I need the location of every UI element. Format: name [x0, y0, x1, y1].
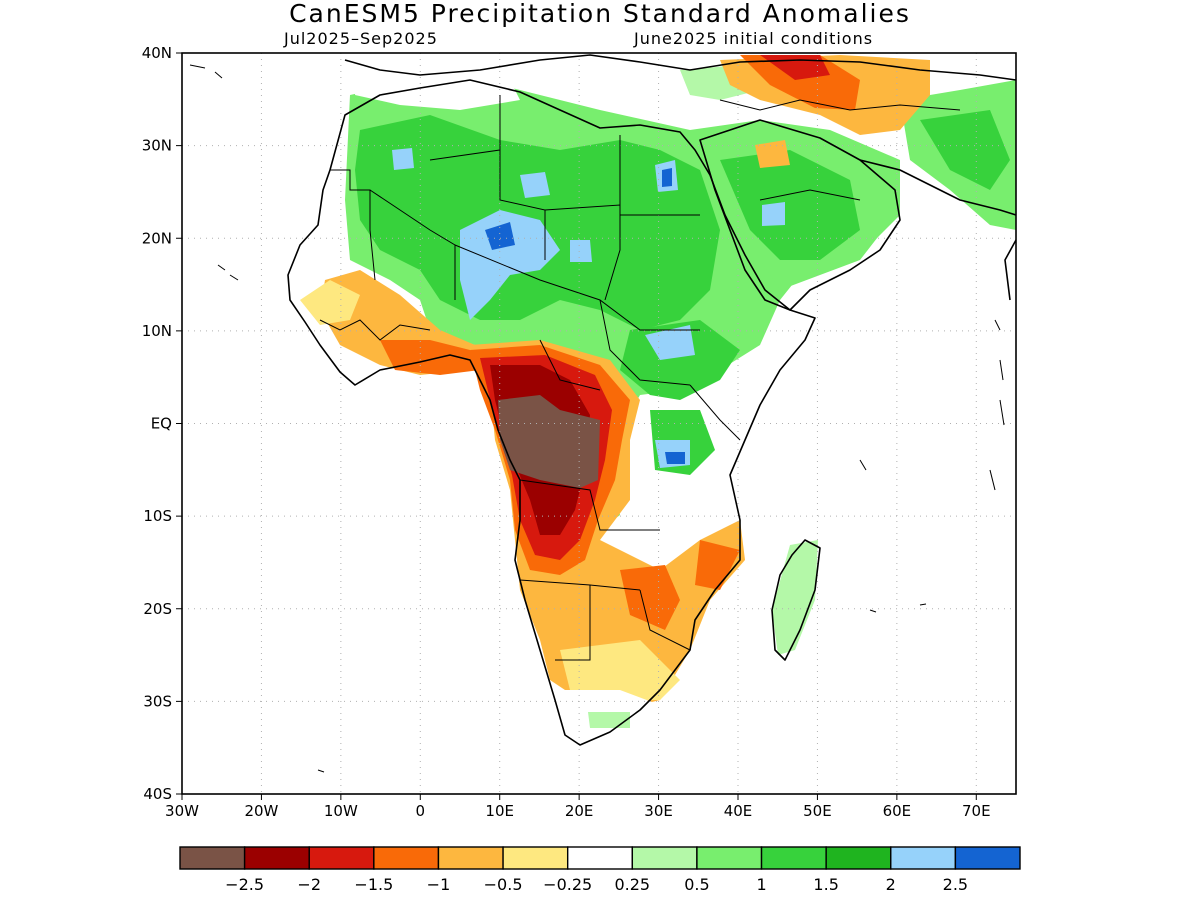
colorbar-label: 2.5 — [943, 875, 968, 894]
wet-anomaly-arabia-core — [720, 150, 860, 260]
colorbar-labels: −2.5 −2 −1.5 −1 −0.5 −0.25 0.25 0.5 1 1.5 2 2.5 — [225, 875, 968, 894]
colorbar-label: −2 — [297, 875, 321, 894]
europe-coastline — [344, 54, 1017, 81]
islands — [189, 64, 1005, 773]
colorbar-label: −1 — [427, 875, 451, 894]
persian-gulf-coastline — [859, 159, 1017, 216]
latitude-label: 10S — [143, 507, 172, 525]
latitude-label: EQ — [151, 415, 172, 433]
latitude-label: 30N — [142, 137, 172, 155]
strong-wet-anomaly-niger — [460, 210, 560, 320]
colorbar-swatch — [502, 846, 569, 870]
longitude-label: 70E — [962, 802, 991, 820]
strong-wet-anomaly-libya — [520, 172, 550, 198]
wet-anomaly-cape — [588, 712, 630, 728]
latitude-label: 20S — [143, 600, 172, 618]
latitude-label: 40N — [142, 44, 172, 62]
anomaly-field — [300, 55, 1016, 740]
strong-wet-anomaly-arabia — [762, 202, 785, 226]
initial-conditions: June2025 initial conditions — [634, 29, 874, 48]
colorbar-label: −1.5 — [354, 875, 393, 894]
colorbar-label: 1 — [756, 875, 766, 894]
colorbar-label: 2 — [886, 875, 896, 894]
colorbar-swatch — [308, 846, 375, 870]
dry-anomaly-congo-exceptional — [498, 395, 600, 488]
africa-coastline — [287, 79, 816, 746]
colorbar-swatch — [243, 846, 310, 870]
latitude-label: 40S — [143, 785, 172, 803]
colorbar-label: −0.5 — [484, 875, 523, 894]
colorbar-swatch — [890, 846, 957, 870]
latitude-label: 20N — [142, 229, 172, 247]
longitude-label: 10E — [485, 802, 514, 820]
colorbar-swatch — [631, 846, 698, 870]
colorbar-swatch — [566, 846, 634, 870]
longitude-label: 60E — [883, 802, 912, 820]
coastlines — [287, 54, 1017, 746]
longitude-label: 10W — [324, 802, 358, 820]
longitude-label: 30E — [644, 802, 673, 820]
strong-wet-anomaly-sudan — [645, 325, 695, 360]
colorbar-label: −2.5 — [225, 875, 264, 894]
chart-title: CanESM5 Precipitation Standard Anomalies — [289, 0, 911, 28]
colorbar-swatch — [825, 846, 892, 870]
colorbar-swatch — [179, 846, 246, 870]
dry-anomaly-levant — [755, 140, 790, 168]
colorbar-swatch — [696, 846, 763, 870]
colorbar-label: −0.25 — [543, 875, 592, 894]
india-coastline — [1004, 239, 1017, 301]
strong-wet-anomaly-algeria — [392, 148, 414, 170]
latitude-labels: 40N 30N 20N 10N EQ 10S 20S 30S 40S — [142, 44, 182, 803]
colorbar-swatch — [437, 846, 504, 870]
colorbar-label: 1.5 — [813, 875, 838, 894]
country-borders — [319, 95, 961, 661]
longitude-label: 50E — [803, 802, 832, 820]
longitude-labels: 30W 20W 10W 0 10E 20E 30E 40E 50E 60E 70E — [165, 794, 991, 820]
dry-anomaly-caucasus — [740, 55, 860, 110]
dry-anomaly-west-africa-light — [300, 280, 360, 325]
colorbar-swatch — [760, 846, 827, 870]
wet-anomaly-madagascar — [772, 540, 818, 655]
latitude-label: 30S — [143, 692, 172, 710]
colorbar — [179, 846, 1021, 870]
arabia-coastline — [699, 119, 901, 311]
wet-anomaly-iran-core — [920, 110, 1010, 190]
extreme-wet-anomaly-east-africa — [665, 452, 685, 464]
longitude-label: 20W — [244, 802, 278, 820]
dry-anomaly-mozambique — [695, 540, 740, 590]
colorbar-label: 0.5 — [684, 875, 709, 894]
latitude-label: 10N — [142, 322, 172, 340]
colorbar-swatch — [954, 846, 1021, 870]
madagascar-coastline — [771, 539, 821, 661]
extreme-wet-anomaly-egypt — [662, 168, 672, 187]
colorbar-label: 0.25 — [614, 875, 650, 894]
graticule — [182, 53, 1016, 794]
valid-period: Jul2025–Sep2025 — [284, 29, 438, 48]
strong-wet-anomaly-chad — [570, 240, 592, 262]
dry-anomaly-southeast-africa — [620, 565, 680, 630]
longitude-label: 30W — [165, 802, 199, 820]
colorbar-swatch — [373, 846, 440, 870]
longitude-label: 0 — [416, 802, 426, 820]
longitude-label: 20E — [565, 802, 594, 820]
longitude-label: 40E — [724, 802, 753, 820]
extreme-wet-anomaly-niger — [485, 222, 515, 250]
dry-anomaly-guinea-coast — [380, 340, 480, 375]
